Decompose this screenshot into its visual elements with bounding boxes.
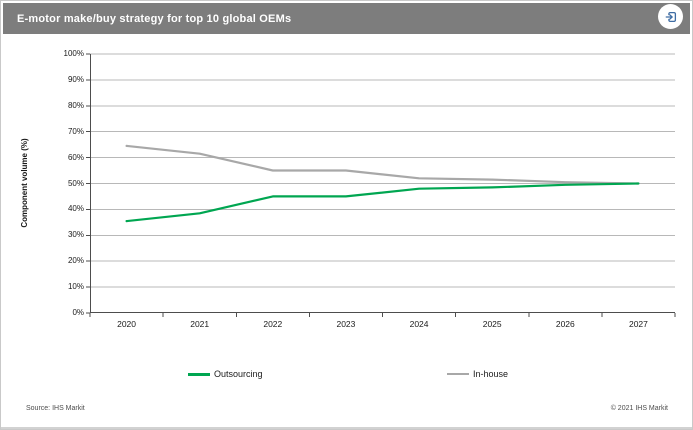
series-line-in-house bbox=[125, 144, 640, 185]
export-button[interactable] bbox=[658, 4, 683, 29]
legend-swatch-outsourcing bbox=[188, 372, 210, 376]
legend-label-inhouse: In-house bbox=[473, 369, 509, 379]
y-tick-label: 90% bbox=[67, 74, 84, 84]
page-title: E-motor make/buy strategy for top 10 glo… bbox=[17, 12, 292, 25]
source-note: Source: IHS Markit bbox=[26, 405, 85, 412]
chart-plot-area bbox=[86, 53, 676, 317]
bottom-divider bbox=[1, 427, 692, 429]
copyright-note: © 2021 IHS Markit bbox=[610, 405, 668, 412]
x-tick-label: 2020 bbox=[117, 319, 137, 329]
y-tick-label: 80% bbox=[67, 100, 84, 110]
y-tick-label: 40% bbox=[67, 204, 84, 214]
y-tick-label: 0% bbox=[72, 308, 84, 317]
box-arrow-in-right-icon bbox=[664, 10, 678, 24]
x-tick-label: 2025 bbox=[482, 319, 502, 329]
legend-item-outsourcing: Outsourcing bbox=[188, 367, 263, 381]
legend-label-outsourcing: Outsourcing bbox=[214, 369, 263, 379]
legend-swatch-inhouse bbox=[447, 373, 469, 375]
x-tick-label: 2021 bbox=[190, 319, 210, 329]
x-tick-label: 2026 bbox=[555, 319, 575, 329]
y-tick-label: 20% bbox=[67, 256, 84, 266]
x-tick-label: 2023 bbox=[336, 319, 356, 329]
y-tick-label: 10% bbox=[67, 282, 84, 292]
series-line-outsourcing bbox=[125, 182, 640, 223]
x-tick-label: 2027 bbox=[628, 319, 648, 329]
y-tick-label: 60% bbox=[67, 152, 84, 162]
y-tick-label: 100% bbox=[63, 49, 84, 58]
y-axis-title: Component volume (%) bbox=[20, 138, 29, 228]
x-tick-label: 2024 bbox=[409, 319, 429, 329]
y-tick-label: 30% bbox=[67, 230, 84, 240]
chart-legend: Outsourcing In-house bbox=[1, 367, 692, 383]
y-tick-label: 50% bbox=[67, 178, 84, 188]
legend-item-inhouse: In-house bbox=[447, 367, 508, 381]
header: E-motor make/buy strategy for top 10 glo… bbox=[3, 3, 690, 34]
y-tick-label: 70% bbox=[67, 126, 84, 136]
x-tick-label: 2022 bbox=[263, 319, 283, 329]
